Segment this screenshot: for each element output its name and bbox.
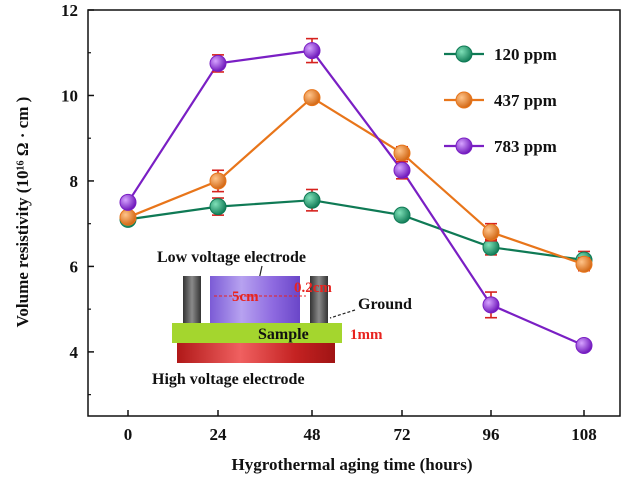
legend-item: 783 ppm bbox=[444, 137, 557, 156]
y-axis-title: Volume resistivity (10¹⁶ Ω · cm ) bbox=[13, 97, 32, 328]
ground-electrode-right bbox=[310, 276, 328, 324]
data-point bbox=[393, 144, 411, 162]
x-tick-group: 0 24 48 72 96 108 bbox=[124, 410, 597, 444]
legend-label: 783 ppm bbox=[494, 137, 557, 156]
legend-marker bbox=[455, 91, 473, 109]
data-point bbox=[393, 161, 411, 179]
x-tick-label: 72 bbox=[394, 425, 411, 444]
y-tick-label: 12 bbox=[61, 1, 78, 20]
x-tick-label: 24 bbox=[210, 425, 228, 444]
data-point bbox=[482, 238, 500, 256]
y-tick-group: 4 6 8 10 12 bbox=[61, 1, 94, 396]
ground-electrode-left bbox=[183, 276, 201, 324]
y-tick-label: 8 bbox=[70, 172, 79, 191]
y-tick-label: 6 bbox=[70, 257, 79, 276]
data-point bbox=[303, 42, 321, 60]
high-voltage-electrode bbox=[177, 343, 335, 363]
series-783-ppm bbox=[119, 37, 593, 354]
data-point bbox=[119, 208, 137, 226]
inset-dim-5cm: 5cm bbox=[232, 289, 259, 305]
data-point bbox=[209, 172, 227, 190]
series-437-ppm bbox=[119, 89, 593, 273]
inset-dim-02cm: 0.2cm bbox=[294, 280, 332, 296]
y-tick-label: 4 bbox=[70, 343, 79, 362]
data-point bbox=[303, 191, 321, 209]
data-point bbox=[209, 54, 227, 72]
series-line bbox=[127, 96, 585, 266]
data-point bbox=[303, 89, 321, 107]
low-voltage-electrode bbox=[210, 276, 300, 324]
inset-top-label: Low voltage electrode bbox=[157, 249, 306, 266]
series-line bbox=[127, 49, 585, 347]
data-point bbox=[482, 223, 500, 241]
data-point bbox=[119, 193, 137, 211]
inset-sample-label: Sample bbox=[258, 326, 309, 343]
data-point bbox=[575, 255, 593, 273]
plot-frame bbox=[87, 9, 621, 417]
inset-dim-1mm: 1mm bbox=[350, 327, 383, 343]
data-point bbox=[209, 198, 227, 216]
electrode-inset: Low voltage electrode 5cm 0.2cm Ground S… bbox=[152, 249, 412, 388]
inset-ground-label: Ground bbox=[358, 296, 412, 313]
legend-marker bbox=[455, 137, 473, 155]
series-layer bbox=[119, 37, 593, 354]
sample-slab bbox=[172, 323, 342, 343]
legend-marker bbox=[455, 45, 473, 63]
data-point bbox=[482, 296, 500, 314]
x-tick-label: 108 bbox=[571, 425, 597, 444]
legend-item: 437 ppm bbox=[444, 91, 557, 110]
inset-ground-pointer bbox=[329, 309, 356, 319]
legend-label: 120 ppm bbox=[494, 45, 557, 64]
series-line bbox=[127, 199, 585, 262]
x-tick-label: 0 bbox=[124, 425, 133, 444]
inset-bottom-label: High voltage electrode bbox=[152, 371, 305, 388]
x-tick-label: 48 bbox=[304, 425, 321, 444]
legend: 120 ppm 437 ppm 783 ppm bbox=[444, 45, 557, 156]
x-axis-title: Hygrothermal aging time (hours) bbox=[232, 455, 473, 474]
data-point bbox=[393, 206, 411, 224]
y-tick-label: 10 bbox=[61, 86, 78, 105]
legend-label: 437 ppm bbox=[494, 91, 557, 110]
legend-item: 120 ppm bbox=[444, 45, 557, 64]
data-point bbox=[575, 336, 593, 354]
x-tick-label: 96 bbox=[483, 425, 500, 444]
